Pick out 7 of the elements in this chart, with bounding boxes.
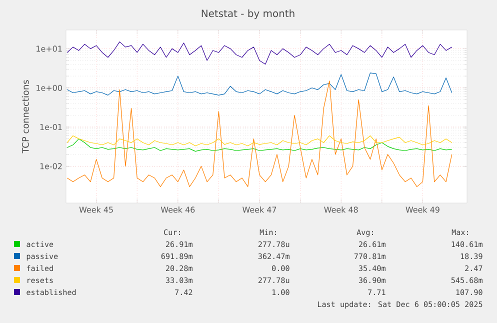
chart-title: Netstat - by month xyxy=(202,9,294,20)
line-series xyxy=(66,138,452,152)
line-series xyxy=(66,72,452,96)
line-series xyxy=(66,80,452,187)
line-series xyxy=(66,135,452,146)
y-axis-title: TCP connections xyxy=(22,80,29,154)
line-series xyxy=(66,41,452,65)
